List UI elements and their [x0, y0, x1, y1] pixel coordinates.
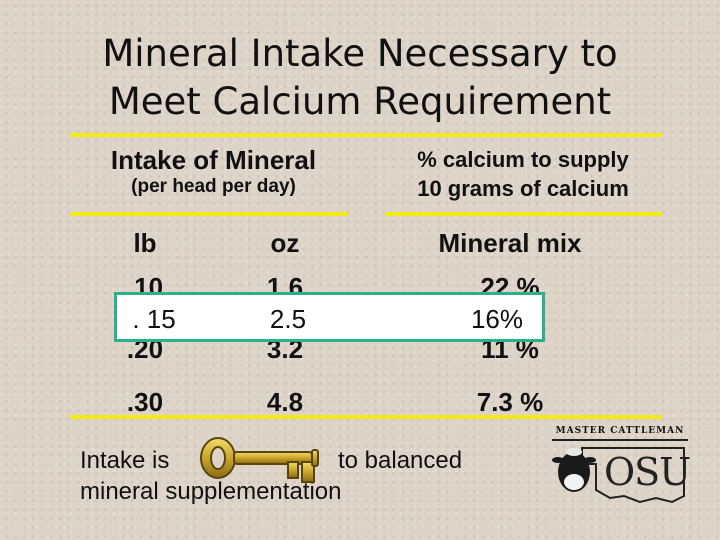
- column-lb: lb: [133, 228, 157, 258]
- intake-header-title: Intake of Mineral: [110, 145, 317, 175]
- master-cattleman-logo: Master Cattleman OSU: [552, 426, 691, 512]
- column-mineral-mix: Mineral mix: [438, 228, 582, 258]
- title-line-2: Meet Calcium Requirement: [108, 80, 612, 123]
- column-oz: oz: [270, 228, 300, 258]
- title-line-1: Mineral Intake Necessary to: [102, 32, 618, 75]
- logo-mark: OSU: [604, 450, 691, 494]
- intake-header: Intake of Mineral (per head per day): [72, 145, 355, 198]
- bottom-rule: [70, 415, 662, 419]
- intake-header-sub: (per head per day): [131, 176, 296, 197]
- calcium-header-line-2: 10 grams of calcium: [417, 176, 629, 201]
- footer-line-1-end: to balanced: [338, 447, 463, 474]
- calcium-header-rule: [385, 212, 662, 216]
- cattle-and-state-icon: [552, 447, 685, 504]
- intake-header-rule: [70, 212, 348, 216]
- calcium-header-line-1: % calcium to supply: [417, 147, 629, 172]
- footer-line-1-start: Intake is: [80, 447, 170, 474]
- key-icon: [198, 432, 330, 484]
- calcium-header: % calcium to supply 10 grams of calcium: [388, 145, 658, 203]
- highlight-lb: . 15: [132, 304, 176, 334]
- top-rule: [70, 133, 662, 137]
- logo-label: Master Cattleman: [555, 426, 685, 436]
- logo-rule: [552, 439, 688, 441]
- highlight-mix: 16%: [470, 304, 524, 334]
- highlight-row: . 15 2.5 16%: [114, 292, 545, 342]
- row-3-lb: .30: [126, 387, 164, 417]
- highlight-oz: 2.5: [269, 304, 307, 334]
- row-3-oz: 4.8: [266, 387, 304, 417]
- slide-title: Mineral Intake Necessary to Meet Calcium…: [60, 30, 660, 126]
- footer-line-2: mineral supplementation: [80, 478, 342, 505]
- row-3-mix: 7.3 %: [476, 387, 544, 417]
